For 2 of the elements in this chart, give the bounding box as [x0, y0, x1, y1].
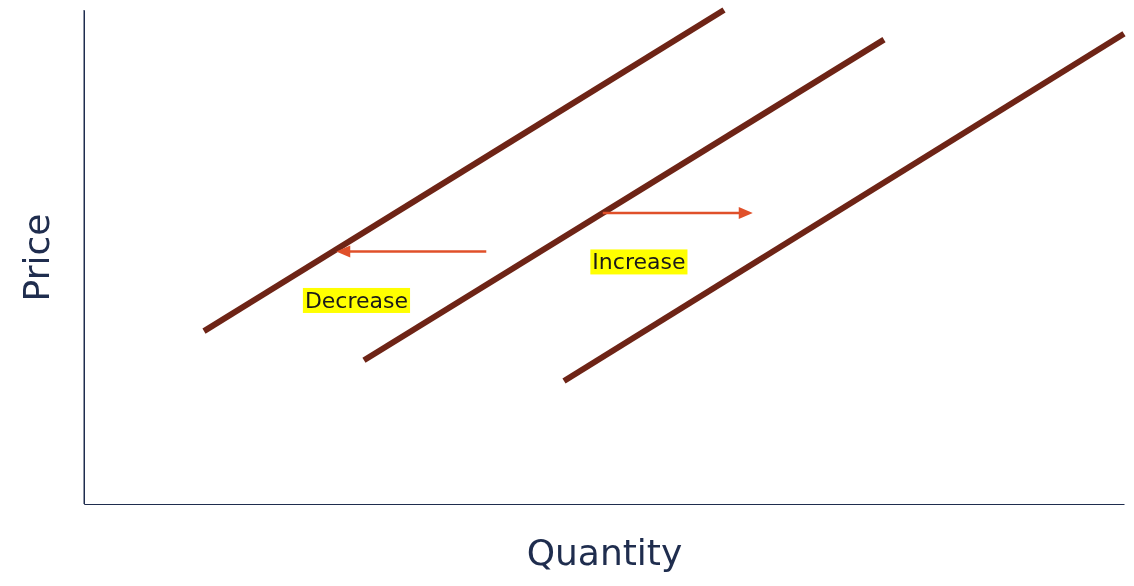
y-axis-title: Price [15, 213, 57, 302]
x-axis-title: Quantity [526, 531, 683, 573]
